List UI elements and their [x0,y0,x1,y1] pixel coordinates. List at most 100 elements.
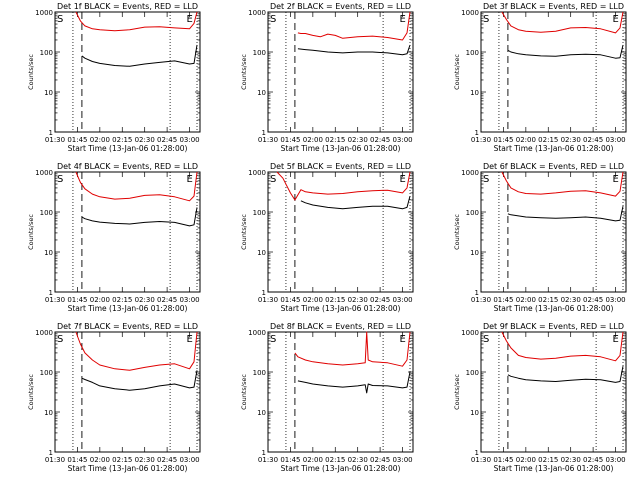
series-line-events [507,206,624,222]
x-tick-label: 01:30 [471,456,491,464]
x-axis-label: Start Time (13-Jan-06 01:28:00) [68,304,188,313]
panel-2: Det 2f BLACK = Events, RED = LLD 1 10 100 10… [240,2,414,153]
x-tick-label: 02:00 [90,456,110,464]
x-tick-label: 03:00 [392,296,412,304]
panel-9: Det 9f BLACK = Events, RED = LLD 1 10 100 10… [453,322,627,473]
x-tick-label: 02:00 [303,296,323,304]
series-line-lld [294,331,411,367]
y-tick-label: 1000 [248,329,266,337]
x-tick-label: 02:45 [370,456,390,464]
x-axis-label: Start Time (13-Jan-06 01:28:00) [494,144,614,153]
y-tick-label: 100 [40,369,53,377]
y-tick-label: 1 [49,289,53,297]
panel-title: Det 3f BLACK = Events, RED = LLD [483,2,624,11]
x-tick-label: 02:30 [135,136,155,144]
start-marker: S [57,174,63,185]
y-tick-label: 100 [40,49,53,57]
y-axis-label: Counts/sec [453,54,461,90]
x-tick-label: 01:30 [258,136,278,144]
plot-frame [480,11,627,133]
x-tick-label: 01:45 [280,296,300,304]
start-marker: S [57,334,63,345]
y-tick-label: 10 [470,409,479,417]
x-tick-label: 01:30 [45,456,65,464]
y-tick-label: 1 [262,449,266,457]
x-tick-label: 02:15 [538,136,558,144]
y-tick-label: 1000 [248,169,266,177]
plot-frame [54,171,201,293]
plot-frame [54,11,201,133]
start-marker: S [57,14,63,25]
y-axis-label: Counts/sec [453,214,461,250]
y-tick-label: 100 [253,209,266,217]
x-tick-label: 02:15 [325,136,345,144]
plot-frame [267,171,414,293]
x-tick-label: 02:30 [561,456,581,464]
series-line-lld [501,11,624,34]
series-line-lld [276,171,411,201]
x-tick-label: 02:45 [583,296,603,304]
x-tick-label: 01:45 [67,296,87,304]
y-tick-label: 1000 [35,9,53,17]
x-tick-label: 01:30 [258,296,278,304]
x-tick-label: 02:45 [157,296,177,304]
x-tick-label: 02:15 [538,296,558,304]
y-axis-label: Counts/sec [240,54,248,90]
y-tick-label: 10 [470,249,479,257]
x-tick-label: 02:30 [348,296,368,304]
panel-title: Det 5f BLACK = Events, RED = LLD [270,162,411,171]
x-tick-label: 01:45 [493,136,513,144]
y-tick-label: 1 [49,449,53,457]
x-axis-label: Start Time (13-Jan-06 01:28:00) [494,464,614,473]
x-tick-label: 02:15 [112,136,132,144]
panel-title: Det 6f BLACK = Events, RED = LLD [483,162,624,171]
x-axis-label: Start Time (13-Jan-06 01:28:00) [68,464,188,473]
series-line-lld [75,11,198,32]
plot-frame [54,331,201,453]
x-axis-label: Start Time (13-Jan-06 01:28:00) [281,144,401,153]
x-tick-label: 03:00 [392,456,412,464]
panel-title: Det 9f BLACK = Events, RED = LLD [483,322,624,331]
end-marker: E [400,174,406,185]
x-tick-label: 02:15 [112,296,132,304]
x-tick-label: 03:00 [179,136,199,144]
plot-frame [480,331,627,453]
x-tick-label: 02:30 [561,136,581,144]
series-line-lld [501,171,624,197]
start-marker: S [483,174,489,185]
panel-title: Det 4f BLACK = Events, RED = LLD [57,162,198,171]
x-tick-label: 01:30 [471,136,491,144]
x-tick-label: 03:00 [392,136,412,144]
x-tick-label: 02:45 [370,136,390,144]
x-tick-label: 02:15 [325,296,345,304]
x-tick-label: 02:30 [348,456,368,464]
end-marker: E [400,334,406,345]
series-line-events [507,366,624,383]
end-marker: E [187,174,193,185]
panel-3: Det 3f BLACK = Events, RED = LLD 1 10 100 10… [453,2,627,153]
x-tick-label: 01:45 [280,136,300,144]
end-marker: E [613,334,619,345]
x-tick-label: 02:00 [516,456,536,464]
y-axis-label: Counts/sec [27,374,35,410]
end-marker: E [187,14,193,25]
x-tick-label: 02:45 [583,136,603,144]
series-line-events [297,371,411,394]
x-tick-label: 01:45 [67,136,87,144]
x-tick-label: 02:00 [516,296,536,304]
x-tick-label: 02:00 [516,136,536,144]
series-line-events [81,207,198,227]
x-tick-label: 01:45 [280,456,300,464]
y-tick-label: 10 [44,89,53,97]
end-marker: E [613,174,619,185]
y-tick-label: 1000 [461,329,479,337]
y-tick-label: 100 [40,209,53,217]
x-tick-label: 02:45 [583,456,603,464]
y-tick-label: 1 [475,289,479,297]
y-tick-label: 1 [475,129,479,137]
x-tick-label: 02:15 [112,456,132,464]
x-tick-label: 01:30 [45,136,65,144]
end-marker: E [400,14,406,25]
y-tick-label: 10 [44,409,53,417]
y-tick-label: 10 [470,89,479,97]
